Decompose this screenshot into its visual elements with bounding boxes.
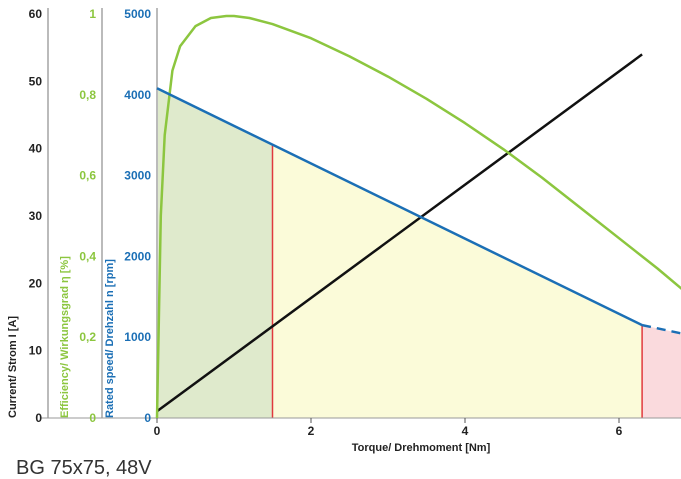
current-axis-title: Current/ Strom I [A] [7,316,19,418]
axes [40,8,681,423]
current-tick-label: 0 [35,411,42,425]
efficiency-axis-title: Efficiency/ Wirkungsgrad η [%] [59,256,71,418]
zone-intermittent [272,144,643,418]
efficiency-tick-label: 0,4 [79,249,96,263]
speed-tick-label: 5000 [124,7,151,21]
x-axis-title: Torque/ Drehmoment [Nm] [352,442,491,454]
current-tick-label: 50 [29,74,43,88]
efficiency-tick-label: 0,6 [79,169,96,183]
speed-tick-label: 0 [144,411,151,425]
x-tick-label: 6 [616,424,623,438]
series [155,14,681,419]
motor-characteristic-chart: 024681012Torque/ Drehmoment [Nm]01020304… [7,7,681,454]
speed-axis-title: Rated speed/ Drehzahl n [rpm] [104,259,116,418]
operating-zones [157,88,681,418]
speed-tick-label: 4000 [124,88,151,102]
x-tick-label: 0 [154,424,161,438]
speed-line [156,87,643,327]
efficiency-curve [155,14,681,419]
motor-model-caption: BG 75x75, 48V [16,457,152,479]
x-tick-label: 4 [462,424,469,438]
speed-tick-label: 1000 [124,330,151,344]
efficiency-tick-label: 0 [89,411,96,425]
efficiency-tick-label: 0,8 [79,88,96,102]
speed-tick-label: 2000 [124,249,151,263]
current-tick-label: 30 [29,209,43,223]
speed-tick-label: 3000 [124,169,151,183]
current-tick-label: 10 [29,344,43,358]
zone-overload [642,325,681,418]
current-line [156,53,643,413]
tick-labels: 024681012Torque/ Drehmoment [Nm]01020304… [7,7,623,454]
current-tick-label: 20 [29,276,43,290]
efficiency-tick-label: 1 [89,7,96,21]
efficiency-tick-label: 0,2 [79,330,96,344]
zone-continuous [157,88,273,418]
current-tick-label: 60 [29,7,43,21]
x-tick-label: 2 [308,424,315,438]
current-tick-label: 40 [29,142,43,156]
